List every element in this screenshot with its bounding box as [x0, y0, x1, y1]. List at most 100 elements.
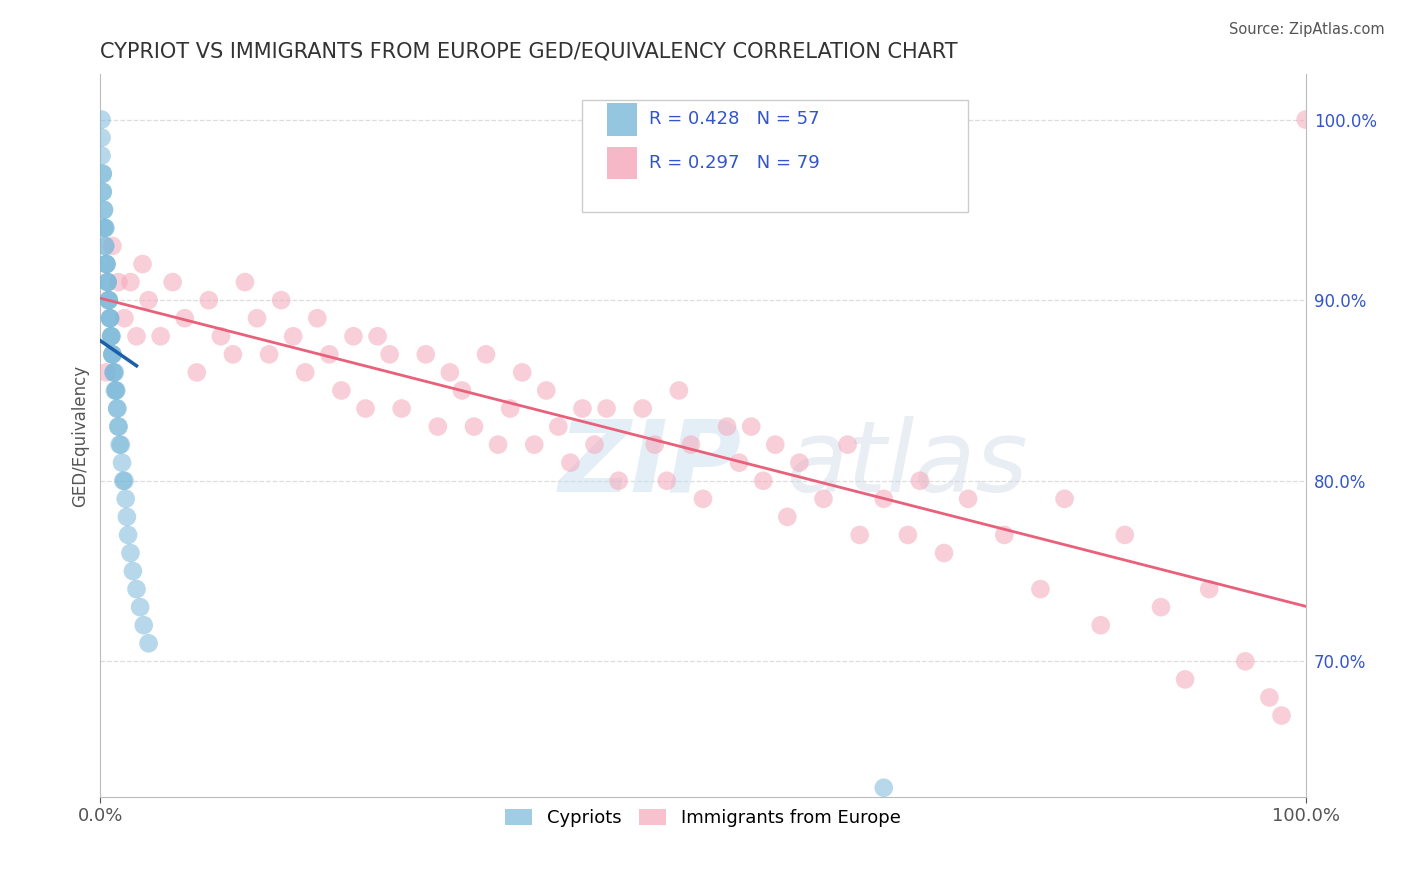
- Point: [101, 347, 124, 361]
- Point: [103, 365, 125, 379]
- Point: [107, 419, 129, 434]
- Point: [1029, 582, 1052, 596]
- Point: [105, 384, 128, 398]
- Point: [97, 293, 120, 308]
- Point: [510, 365, 533, 379]
- Point: [789, 456, 811, 470]
- Point: [132, 618, 155, 632]
- Point: [378, 347, 401, 361]
- Point: [101, 347, 124, 361]
- Point: [97, 275, 120, 289]
- Point: [96, 257, 118, 271]
- Y-axis label: GED/Equivalency: GED/Equivalency: [72, 365, 89, 507]
- Point: [837, 437, 859, 451]
- Point: [1114, 528, 1136, 542]
- Text: CYPRIOT VS IMMIGRANTS FROM EUROPE GED/EQUIVALENCY CORRELATION CHART: CYPRIOT VS IMMIGRANTS FROM EUROPE GED/EQ…: [100, 42, 957, 62]
- Point: [908, 474, 931, 488]
- Point: [97, 293, 120, 308]
- Point: [209, 329, 232, 343]
- Point: [644, 437, 666, 451]
- Point: [97, 275, 120, 289]
- Point: [100, 329, 122, 343]
- Bar: [606, 103, 637, 136]
- Point: [90, 130, 112, 145]
- Point: [439, 365, 461, 379]
- Text: R = 0.428   N = 57: R = 0.428 N = 57: [648, 111, 820, 128]
- Point: [198, 293, 221, 308]
- Point: [94, 221, 117, 235]
- Point: [1234, 654, 1257, 668]
- Point: [257, 347, 280, 361]
- Point: [752, 474, 775, 488]
- Point: [117, 528, 139, 542]
- Point: [993, 528, 1015, 542]
- Point: [246, 311, 269, 326]
- Point: [104, 384, 127, 398]
- Point: [222, 347, 245, 361]
- Point: [499, 401, 522, 416]
- Point: [98, 311, 121, 326]
- Point: [583, 437, 606, 451]
- Point: [90, 112, 112, 127]
- Point: [101, 239, 124, 253]
- Point: [668, 384, 690, 398]
- Point: [813, 491, 835, 506]
- Point: [728, 456, 751, 470]
- Point: [186, 365, 208, 379]
- Point: [873, 491, 896, 506]
- Point: [91, 185, 114, 199]
- Point: [523, 437, 546, 451]
- Point: [873, 780, 896, 795]
- Point: [354, 401, 377, 416]
- Point: [114, 491, 136, 506]
- Point: [233, 275, 256, 289]
- Point: [101, 347, 124, 361]
- Point: [96, 257, 118, 271]
- Point: [90, 149, 112, 163]
- Point: [679, 437, 702, 451]
- Point: [91, 185, 114, 199]
- Text: Source: ZipAtlas.com: Source: ZipAtlas.com: [1229, 22, 1385, 37]
- Point: [111, 456, 134, 470]
- Point: [536, 384, 558, 398]
- Point: [98, 311, 121, 326]
- Point: [957, 491, 980, 506]
- Point: [391, 401, 413, 416]
- Point: [716, 419, 738, 434]
- Text: atlas: atlas: [787, 416, 1029, 513]
- Point: [107, 275, 129, 289]
- Point: [607, 474, 630, 488]
- Point: [631, 401, 654, 416]
- Point: [149, 329, 172, 343]
- Point: [1150, 600, 1173, 615]
- Point: [108, 437, 131, 451]
- Point: [307, 311, 329, 326]
- Point: [93, 221, 115, 235]
- Point: [120, 275, 142, 289]
- Point: [1053, 491, 1076, 506]
- Point: [93, 202, 115, 217]
- Point: [1270, 708, 1292, 723]
- Point: [129, 600, 152, 615]
- FancyBboxPatch shape: [582, 100, 969, 211]
- Point: [932, 546, 955, 560]
- Point: [294, 365, 316, 379]
- Point: [120, 546, 142, 560]
- Point: [367, 329, 389, 343]
- Point: [114, 474, 136, 488]
- Point: [475, 347, 498, 361]
- Point: [451, 384, 474, 398]
- Point: [110, 437, 132, 451]
- Point: [131, 257, 153, 271]
- Text: R = 0.297   N = 79: R = 0.297 N = 79: [648, 153, 820, 171]
- Point: [96, 257, 118, 271]
- Point: [105, 384, 128, 398]
- Point: [94, 221, 117, 235]
- Point: [105, 401, 128, 416]
- Point: [122, 564, 145, 578]
- Point: [270, 293, 292, 308]
- Point: [463, 419, 485, 434]
- Point: [97, 275, 120, 289]
- Point: [1090, 618, 1112, 632]
- Point: [897, 528, 920, 542]
